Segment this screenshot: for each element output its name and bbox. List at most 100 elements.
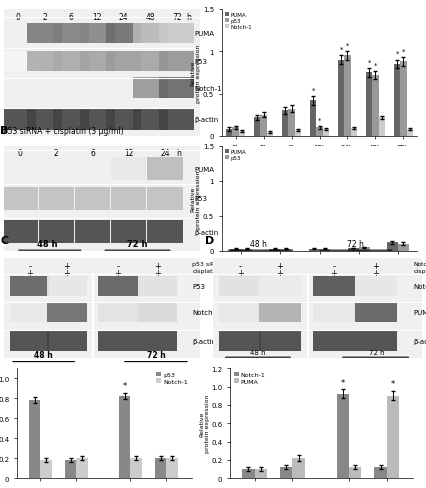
Text: Notch-1: Notch-1 <box>413 284 426 290</box>
Bar <box>400 62 407 137</box>
Bar <box>80 110 115 130</box>
Text: Notch-1: Notch-1 <box>194 85 222 91</box>
Bar <box>98 303 138 323</box>
Text: +: + <box>276 268 283 278</box>
Bar <box>47 303 86 323</box>
Text: C: C <box>0 236 9 245</box>
Bar <box>2 158 37 181</box>
Text: 2: 2 <box>42 13 47 22</box>
Text: *: * <box>346 42 349 49</box>
Bar <box>316 128 323 137</box>
Bar <box>313 332 355 352</box>
Text: *: * <box>395 51 399 57</box>
Bar <box>313 303 355 323</box>
Text: 24: 24 <box>119 13 129 22</box>
Bar <box>407 130 413 137</box>
Bar <box>398 244 409 251</box>
Bar <box>132 24 168 44</box>
Y-axis label: Relative
protein expression: Relative protein expression <box>199 394 210 452</box>
Bar <box>0 52 36 72</box>
Bar <box>219 277 261 297</box>
Bar <box>366 73 372 137</box>
Text: +: + <box>276 261 283 270</box>
Bar <box>39 221 74 244</box>
Bar <box>75 158 110 181</box>
Text: +: + <box>115 268 121 278</box>
Bar <box>230 249 241 251</box>
Text: P53: P53 <box>193 284 205 290</box>
Bar <box>2 221 37 244</box>
Bar <box>29 400 40 478</box>
Bar <box>348 248 359 251</box>
Bar <box>219 332 261 352</box>
Text: +: + <box>154 268 161 278</box>
Text: *: * <box>391 380 395 388</box>
Bar <box>232 128 239 137</box>
Text: *: * <box>340 47 343 53</box>
Bar <box>355 277 397 297</box>
Bar <box>111 187 147 210</box>
Text: +: + <box>154 261 161 270</box>
Bar <box>355 303 397 323</box>
Text: -: - <box>239 261 242 270</box>
Bar <box>80 52 115 72</box>
Y-axis label: Relative
protein expression: Relative protein expression <box>190 44 201 102</box>
Bar <box>155 458 167 478</box>
Bar <box>111 221 147 244</box>
Bar <box>130 458 142 478</box>
Bar <box>39 158 74 181</box>
Text: 72 h: 72 h <box>369 349 384 355</box>
Bar <box>349 468 362 478</box>
Bar <box>259 332 301 352</box>
Legend: p53, Notch-1: p53, Notch-1 <box>155 371 189 385</box>
Bar <box>132 78 168 99</box>
Bar <box>387 243 398 251</box>
Text: 6: 6 <box>69 13 73 22</box>
Bar <box>75 187 110 210</box>
Bar <box>320 249 331 251</box>
Bar <box>159 24 194 44</box>
Text: PUMA: PUMA <box>194 31 214 37</box>
Bar <box>259 277 301 297</box>
Bar <box>106 110 141 130</box>
Text: *: * <box>367 60 371 65</box>
Text: 12: 12 <box>92 13 102 22</box>
Text: D: D <box>204 236 214 245</box>
Text: 72 h: 72 h <box>127 240 148 249</box>
Bar <box>379 118 385 137</box>
Text: β-actin: β-actin <box>194 117 219 123</box>
Bar <box>355 332 397 352</box>
Bar <box>374 468 387 478</box>
Bar <box>27 24 62 44</box>
Text: +: + <box>237 268 244 278</box>
Bar <box>147 221 183 244</box>
Text: 0: 0 <box>15 13 20 22</box>
Bar <box>241 249 252 251</box>
Text: +: + <box>372 268 379 278</box>
Bar <box>159 52 194 72</box>
Bar <box>387 396 399 478</box>
Text: β-actin: β-actin <box>194 229 219 235</box>
Text: *: * <box>122 382 127 390</box>
Text: +: + <box>26 268 33 278</box>
Text: cisplatin: cisplatin <box>413 269 426 274</box>
Text: PUMA: PUMA <box>413 310 426 316</box>
Text: +: + <box>63 268 70 278</box>
Text: h: h <box>177 149 181 158</box>
Legend: Notch-1, PUMA: Notch-1, PUMA <box>233 371 266 385</box>
Text: B: B <box>0 126 9 136</box>
Text: PUMA: PUMA <box>194 166 214 172</box>
Bar <box>53 110 89 130</box>
Bar <box>280 468 292 478</box>
Bar <box>219 303 261 323</box>
Bar <box>98 332 138 352</box>
Bar <box>138 303 177 323</box>
Bar <box>47 332 86 352</box>
Bar <box>47 277 86 297</box>
Text: 48 h: 48 h <box>34 351 53 360</box>
Text: 48 h: 48 h <box>250 349 265 355</box>
Text: -: - <box>116 261 119 270</box>
Text: β-actin: β-actin <box>193 339 217 345</box>
Text: Notch-1: Notch-1 <box>193 310 220 316</box>
Text: 6: 6 <box>90 149 95 158</box>
